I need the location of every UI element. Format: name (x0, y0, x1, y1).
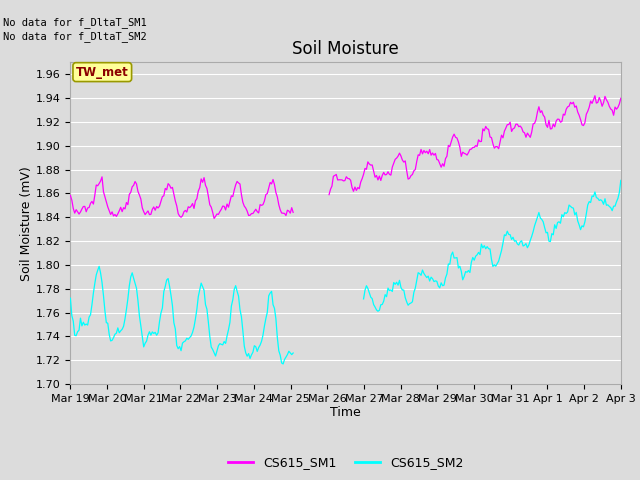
Text: TW_met: TW_met (76, 66, 129, 79)
Text: No data for f_DltaT_SM2: No data for f_DltaT_SM2 (3, 31, 147, 42)
Text: No data for f_DltaT_SM1: No data for f_DltaT_SM1 (3, 17, 147, 28)
Y-axis label: Soil Moisture (mV): Soil Moisture (mV) (20, 166, 33, 281)
X-axis label: Time: Time (330, 407, 361, 420)
Legend: CS615_SM1, CS615_SM2: CS615_SM1, CS615_SM2 (223, 451, 468, 474)
Title: Soil Moisture: Soil Moisture (292, 40, 399, 58)
